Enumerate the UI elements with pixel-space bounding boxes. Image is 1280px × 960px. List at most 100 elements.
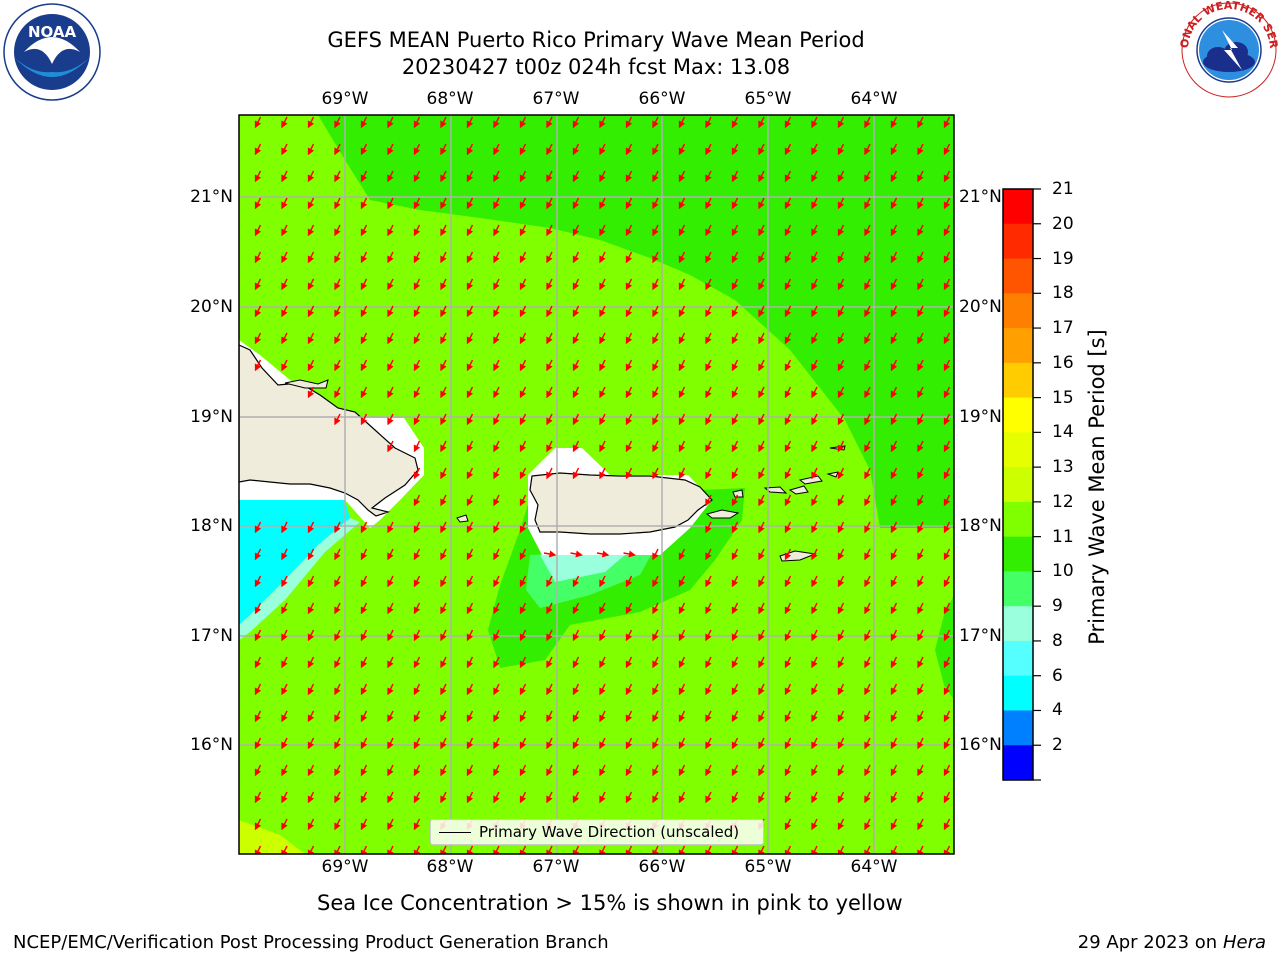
wave-direction-arrow [599, 845, 606, 854]
wave-direction-arrow [678, 359, 686, 372]
wave-direction-arrow [864, 359, 871, 372]
wave-direction-arrow [811, 845, 818, 854]
wave-direction-arrow [625, 170, 633, 183]
wave-direction-arrow [360, 413, 368, 426]
wave-direction-arrow [678, 332, 686, 345]
wave-direction-arrow [731, 224, 739, 237]
wave-direction-arrow [334, 278, 341, 291]
wave-direction-arrow [334, 197, 341, 210]
colorbar-tick-label: 8 [1052, 630, 1063, 651]
wave-direction-arrow [917, 548, 924, 561]
wave-direction-arrow [864, 278, 871, 291]
colorbar-tick-label: 20 [1052, 213, 1074, 234]
wave-direction-arrow [758, 764, 765, 777]
wave-direction-arrow [837, 710, 845, 723]
wave-direction-arrow [705, 224, 712, 237]
wave-direction-arrow [387, 791, 394, 804]
wave-direction-arrow [890, 737, 898, 750]
lon-tick-bottom-64w: 64°W [850, 857, 898, 877]
wave-direction-arrow [705, 683, 712, 696]
wave-direction-arrow [811, 440, 818, 453]
wave-direction-arrow [546, 710, 553, 723]
wave-direction-arrow [519, 683, 527, 696]
wave-direction-arrow [334, 629, 341, 642]
lat-tick-left-17n: 17°N [190, 626, 233, 646]
lat-tick-left-20n: 20°N [190, 297, 233, 317]
wave-direction-arrow [731, 764, 739, 777]
wave-direction-arrow [360, 710, 368, 723]
wave-direction-arrow [360, 197, 368, 210]
land-tortuga [284, 379, 329, 389]
wave-direction-arrow [519, 332, 527, 345]
colorbar-swatch [1003, 189, 1033, 225]
wave-direction-arrow [837, 413, 845, 426]
wave-direction-arrow [413, 494, 421, 507]
wave-direction-arrow [599, 278, 606, 291]
wave-direction-arrow [307, 656, 315, 669]
wave-direction-arrow [334, 359, 341, 372]
wave-direction-arrow [546, 251, 553, 264]
wave-direction-arrow [387, 575, 394, 588]
wave-direction-arrow [705, 467, 712, 480]
wave-direction-arrow [334, 710, 341, 723]
wave-direction-arrow [281, 116, 288, 129]
wave-direction-arrow [705, 710, 712, 723]
wave-direction-arrow [837, 575, 845, 588]
wave-direction-arrow [943, 845, 951, 854]
wave-direction-arrow [758, 683, 765, 696]
wave-direction-arrow [360, 629, 368, 642]
wave-direction-arrow [943, 548, 951, 561]
wave-direction-arrow [811, 386, 818, 399]
wave-direction-arrow [307, 197, 315, 210]
wave-direction-arrow [440, 224, 447, 237]
wave-direction-arrow [599, 440, 606, 453]
wave-direction-arrow [811, 278, 818, 291]
wave-direction-arrow [546, 737, 553, 750]
wave-direction-arrow [493, 683, 500, 696]
wave-direction-arrow [917, 251, 924, 264]
wave-direction-arrow [387, 197, 394, 210]
wave-direction-arrow [546, 440, 553, 453]
wave-direction-arrow [387, 818, 394, 831]
wave-direction-arrow [705, 575, 712, 588]
wave-direction-arrow [705, 548, 712, 561]
wave-direction-arrow [864, 413, 871, 426]
wave-direction-arrow [440, 521, 447, 534]
wave-direction-arrow [917, 197, 924, 210]
wave-direction-arrow [413, 251, 421, 264]
wave-direction-arrow [625, 683, 633, 696]
wave-direction-arrow [360, 143, 368, 156]
wave-direction-arrow [546, 845, 553, 854]
wave-direction-arrow [281, 656, 288, 669]
wave-direction-arrow [864, 197, 871, 210]
wave-direction-arrow [599, 629, 606, 642]
wave-direction-arrow [678, 602, 686, 615]
wave-direction-arrow [546, 278, 553, 291]
wave-direction-arrow [652, 791, 659, 804]
wave-direction-arrow [281, 737, 288, 750]
wave-direction-arrow [731, 548, 739, 561]
wave-direction-arrow [678, 791, 686, 804]
wave-direction-arrow [493, 521, 500, 534]
wave-direction-arrow [599, 143, 606, 156]
wave-direction-arrow [440, 143, 447, 156]
wave-direction-arrow [705, 278, 712, 291]
map-legend: Primary Wave Direction (unscaled) [430, 819, 764, 845]
wave-direction-arrow [917, 764, 924, 777]
wave-direction-arrow [811, 143, 818, 156]
wave-direction-arrow [890, 413, 898, 426]
wave-direction-arrow [652, 386, 659, 399]
lat-tick-left-19n: 19°N [190, 407, 233, 427]
nws-logo: NATIONAL WEATHER SERVICE [1178, 0, 1280, 98]
wave-direction-arrow [890, 494, 898, 507]
wave-direction-arrow [784, 737, 792, 750]
wave-direction-arrow [731, 440, 739, 453]
wave-direction-arrow [440, 170, 447, 183]
wave-direction-arrow [281, 710, 288, 723]
lat-tick-right-19n: 19°N [959, 407, 1002, 427]
wave-direction-arrow [784, 305, 792, 318]
wave-direction-arrow [254, 359, 262, 372]
wave-direction-arrow [254, 197, 262, 210]
wave-direction-arrow [784, 332, 792, 345]
wave-direction-arrow [493, 737, 500, 750]
